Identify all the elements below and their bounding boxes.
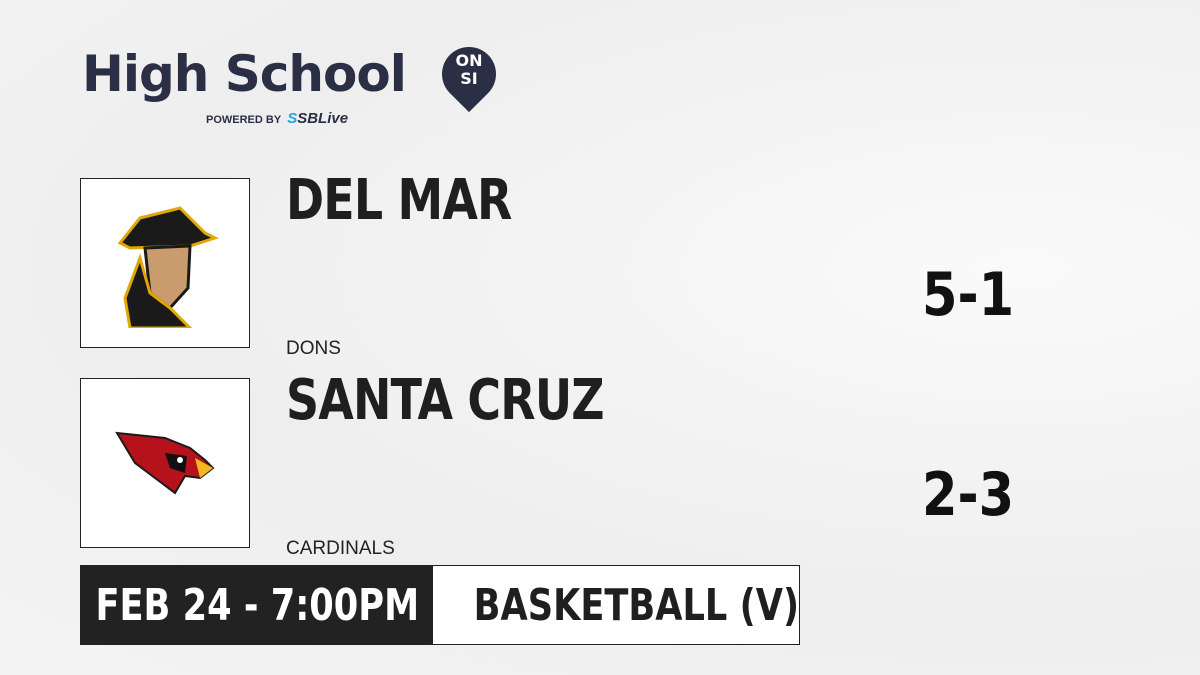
powered-by: POWERED BY <box>206 114 282 126</box>
badge-top: ON <box>455 51 483 70</box>
home-team-name: DEL MAR <box>286 168 512 233</box>
sblive-logo: SSBLive <box>287 110 349 127</box>
home-team-mascot: DONS <box>286 338 341 359</box>
del-mar-logo <box>80 178 250 348</box>
high-school-on-si-logo: High School ON SI POWERED BY SSBLive <box>82 35 508 127</box>
away-team-mascot: CARDINALS <box>286 538 395 559</box>
logo-title: High School <box>82 45 407 103</box>
away-team-name: SANTA CRUZ <box>286 368 605 433</box>
game-sport: BASKETBALL (V) <box>473 579 800 631</box>
cardinal-mascot-icon <box>115 431 215 495</box>
away-team-record: 2-3 <box>922 460 1015 530</box>
game-info-bar: FEB 24 - 7:00PM BASKETBALL (V) <box>80 565 800 645</box>
santa-cruz-logo <box>80 378 250 548</box>
home-team-record: 5-1 <box>922 260 1015 330</box>
don-mascot-icon <box>117 206 219 328</box>
game-datetime: FEB 24 - 7:00PM <box>95 579 419 631</box>
badge-bottom: SI <box>460 69 478 88</box>
